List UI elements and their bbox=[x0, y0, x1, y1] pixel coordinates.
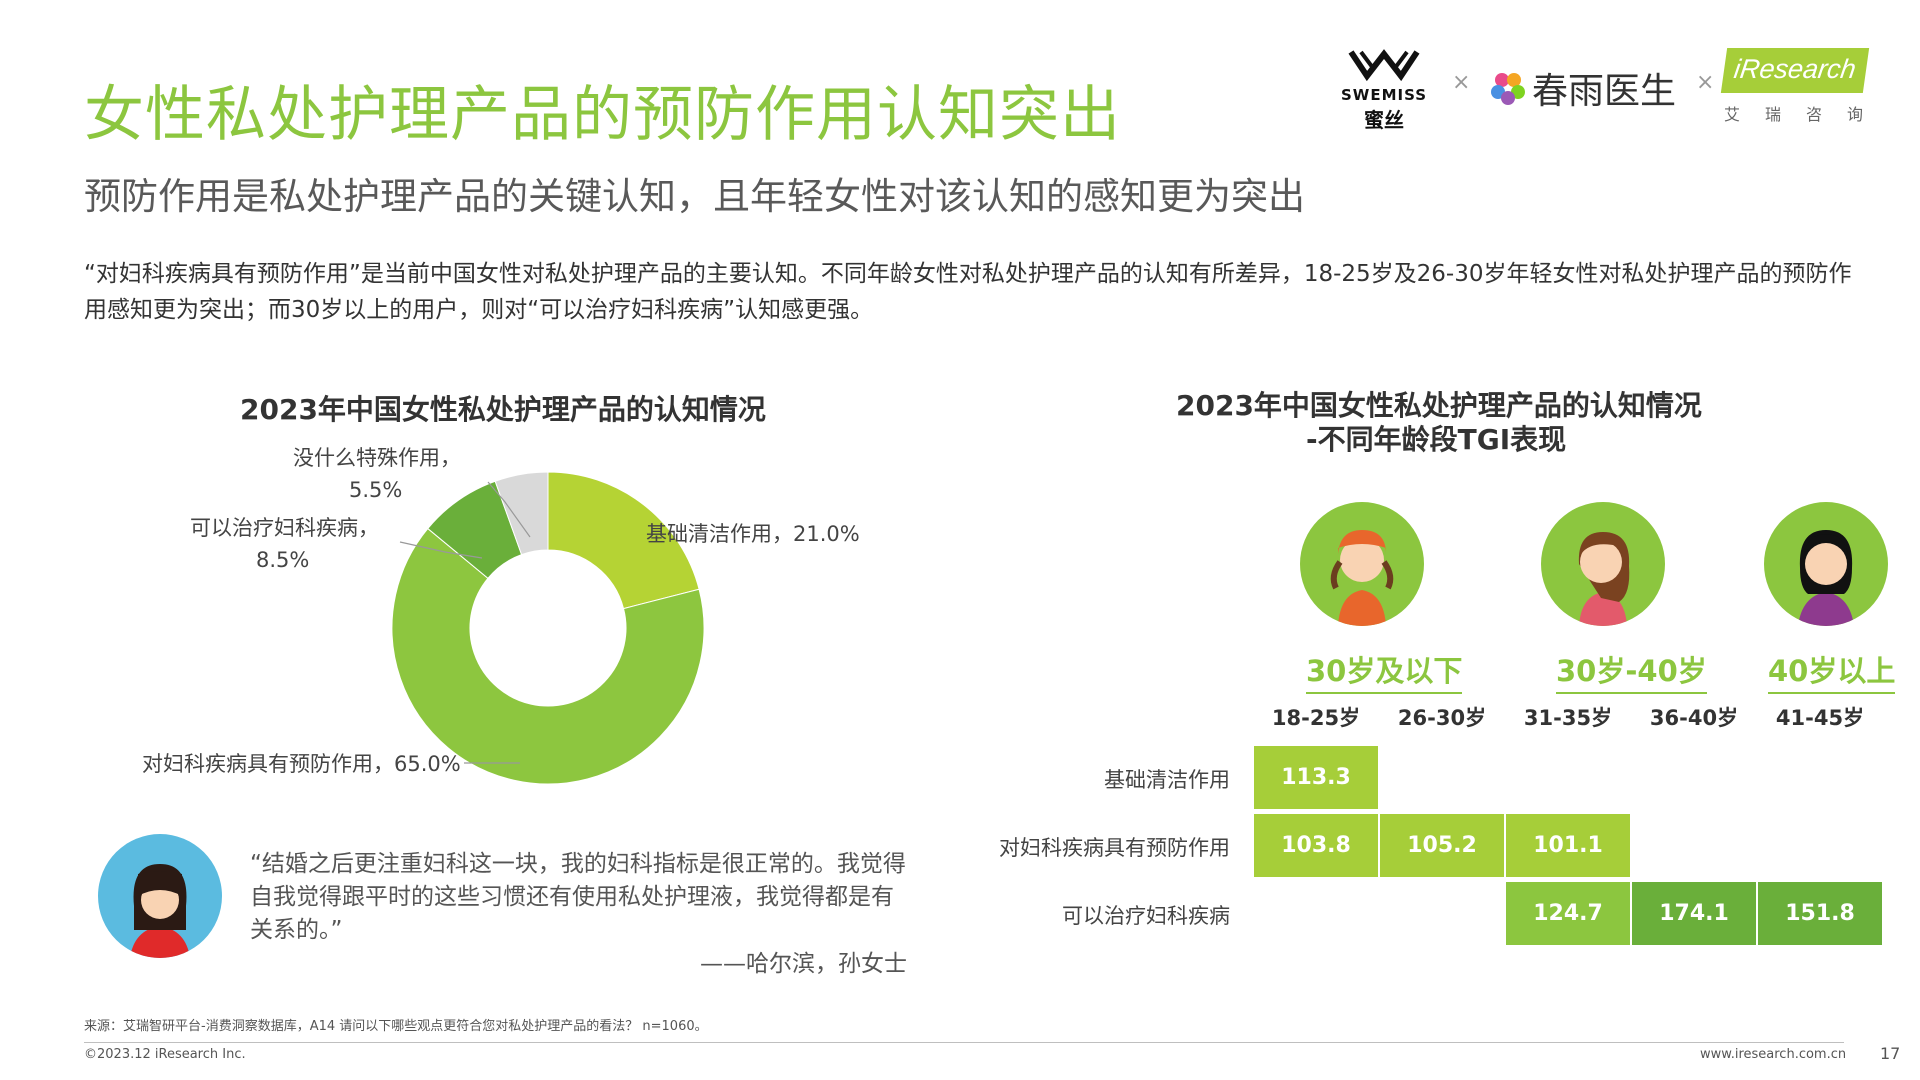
pie-label-treat-a: 可以治疗妇科疾病， bbox=[190, 516, 379, 540]
tgi-cell-2-4: 151.8 bbox=[1758, 882, 1882, 945]
age-column-4: 41-45岁 bbox=[1775, 706, 1865, 730]
age-column-3: 36-40岁 bbox=[1649, 706, 1739, 730]
user-quote: “结婚之后更注重妇科这一块，我的妇科指标是很正常的。我觉得自我觉得跟平时的这些习… bbox=[250, 851, 906, 943]
pie-slice-3 bbox=[494, 471, 549, 556]
times-separator-1: × bbox=[1452, 70, 1471, 95]
row-label-2: 可以治疗妇科疾病 bbox=[1062, 904, 1230, 928]
tgi-cell-2-2: 124.7 bbox=[1506, 882, 1630, 945]
age-group-30-below: 30岁及以下 bbox=[1306, 648, 1463, 694]
pie-slice-0 bbox=[547, 471, 700, 610]
pie-label-treat-b: 8.5% bbox=[256, 548, 310, 572]
tgi-cell-1-1: 105.2 bbox=[1380, 814, 1504, 877]
tgi-cell-0-0: 113.3 bbox=[1254, 746, 1378, 809]
pie-label-prevent: 对妇科疾病具有预防作用，65.0% bbox=[142, 752, 461, 776]
swemiss-cn: 蜜丝 bbox=[1364, 108, 1404, 132]
age-group-30-40: 30岁-40岁 bbox=[1556, 648, 1707, 694]
description-text: “对妇科疾病具有预防作用”是当前中国女性对私处护理产品的主要认知。不同年龄女性对… bbox=[84, 261, 1852, 323]
tgi-cell-2-3: 174.1 bbox=[1632, 882, 1756, 945]
chunyu-flower-icon bbox=[1491, 73, 1525, 105]
iresearch-logo: iResearch 艾瑞咨询 bbox=[1720, 48, 1889, 125]
row-label-1: 对妇科疾病具有预防作用 bbox=[999, 836, 1230, 860]
leader-line-5-5 bbox=[487, 481, 531, 538]
swemiss-en: SWEMISS bbox=[1340, 86, 1428, 104]
website: www.iresearch.com.cn bbox=[1700, 1047, 1847, 1062]
iresearch-badge: iResearch bbox=[1720, 48, 1869, 93]
age-group-40-above: 40岁以上 bbox=[1768, 648, 1896, 694]
tgi-title-line1: 2023年中国女性私处护理产品的认知情况 bbox=[1176, 389, 1702, 422]
swemiss-logo: SWEMISS 蜜丝 bbox=[1334, 48, 1434, 133]
avatar-young-icon bbox=[1300, 502, 1424, 626]
pie-label-none-b: 5.5% bbox=[349, 478, 403, 502]
pie-chart-title: 2023年中国女性私处护理产品的认知情况 bbox=[240, 393, 766, 426]
avatar-middle-icon bbox=[1541, 502, 1665, 626]
page-number: 17 bbox=[1880, 1044, 1901, 1063]
footer-divider bbox=[84, 1042, 1844, 1043]
tgi-cell-1-2: 101.1 bbox=[1506, 814, 1630, 877]
copyright: ©2023.12 iResearch Inc. bbox=[84, 1047, 246, 1062]
iresearch-cn: 艾瑞咨询 bbox=[1724, 105, 1889, 124]
quote-avatar-icon bbox=[98, 834, 222, 958]
quote-author: ——哈尔滨，孙女士 bbox=[700, 951, 907, 977]
pie-label-none-a: 没什么特殊作用， bbox=[293, 446, 461, 470]
pie-label-clean: 基础清洁作用，21.0% bbox=[646, 522, 860, 546]
pie-slice-1 bbox=[391, 527, 705, 785]
page-title: 女性私处护理产品的预防作用认知突出 bbox=[84, 80, 1121, 150]
swemiss-mark-icon bbox=[1348, 49, 1420, 82]
source-note: 来源：艾瑞智研平台-消费洞察数据库，A14 请问以下哪些观点更符合您对私处护理产… bbox=[84, 1019, 708, 1034]
row-label-0: 基础清洁作用 bbox=[1104, 768, 1230, 792]
donut-chart bbox=[391, 471, 705, 785]
chunyu-logo-text: 春雨医生 bbox=[1532, 71, 1677, 112]
tgi-title-line2: -不同年龄段TGI表现 bbox=[1306, 423, 1567, 456]
age-column-0: 18-25岁 bbox=[1271, 706, 1361, 730]
avatar-senior-icon bbox=[1764, 502, 1888, 626]
leader-line-8-5 bbox=[399, 541, 483, 559]
age-column-2: 31-35岁 bbox=[1523, 706, 1613, 730]
age-column-1: 26-30岁 bbox=[1397, 706, 1487, 730]
page-subtitle: 预防作用是私处护理产品的关键认知，且年轻女性对该认知的感知更为突出 bbox=[84, 175, 1305, 218]
tgi-cell-1-0: 103.8 bbox=[1254, 814, 1378, 877]
partner-logos: SWEMISS 蜜丝 × 春雨医生 × iResearch 艾瑞咨询 bbox=[1320, 44, 1900, 144]
times-separator-2: × bbox=[1696, 70, 1715, 95]
